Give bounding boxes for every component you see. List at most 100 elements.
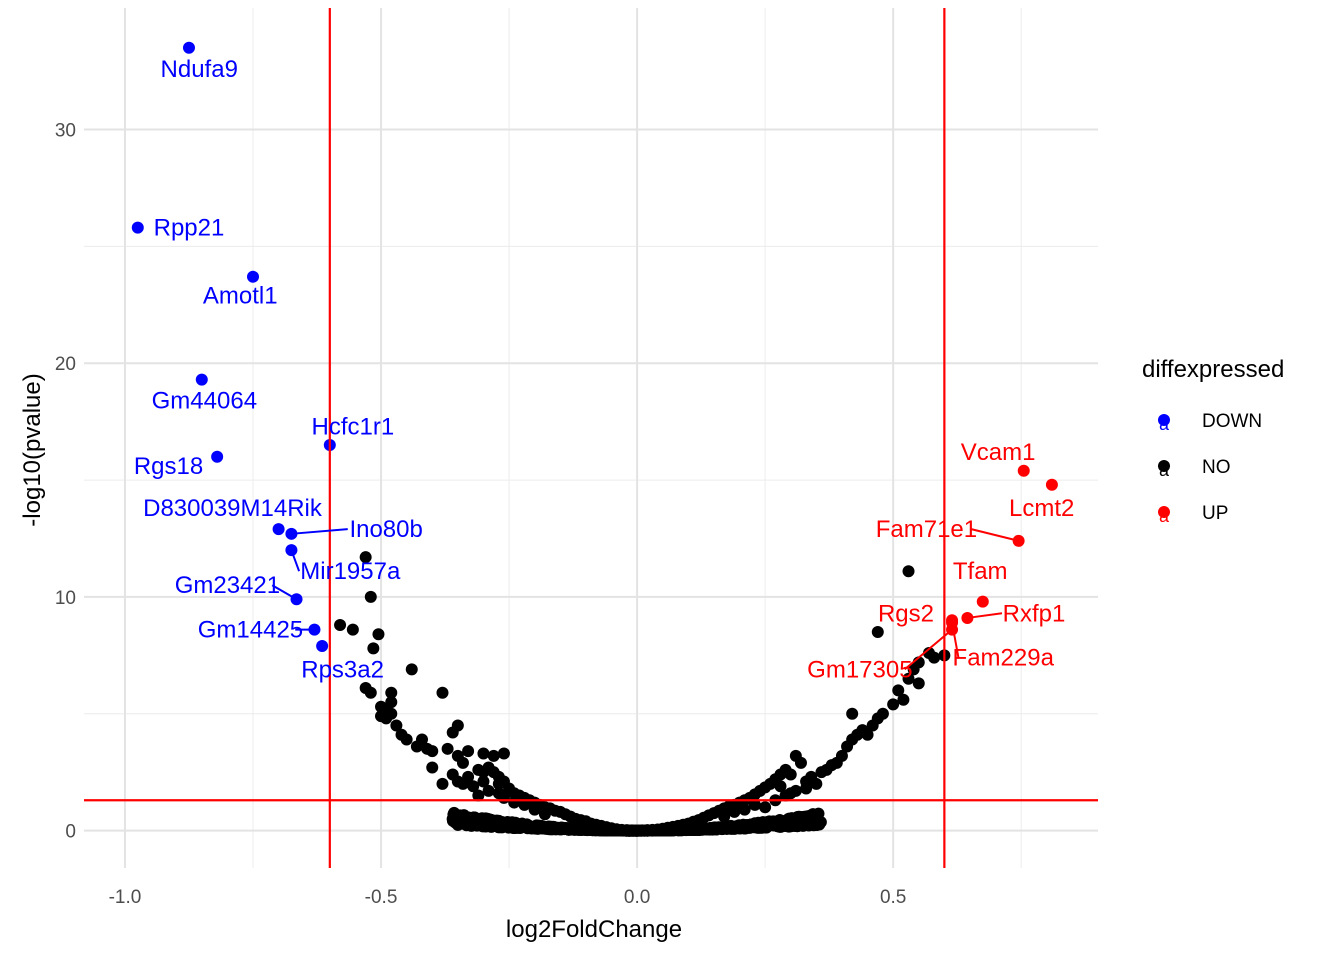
point-no	[364, 686, 377, 699]
point-no	[426, 745, 439, 758]
gene-label: Rxfp1	[1003, 600, 1066, 627]
label-connector	[904, 628, 953, 671]
y-axis-ticks: 0 10 20 30	[55, 121, 76, 843]
gene-label: Ndufa9	[161, 56, 238, 83]
grid	[84, 8, 1098, 868]
x-tick-label: 0.0	[624, 887, 650, 908]
point-no	[441, 742, 454, 755]
point-no	[416, 733, 428, 746]
point-no	[477, 775, 490, 788]
point-no	[800, 810, 813, 823]
gene-label: Gm44064	[152, 388, 257, 415]
label-connector	[951, 622, 960, 658]
x-tick-label: -0.5	[365, 887, 398, 908]
point-no	[774, 780, 787, 793]
point-no	[497, 747, 510, 760]
point-no	[359, 551, 372, 564]
point-no	[390, 719, 403, 732]
point-no	[426, 761, 439, 774]
point-no	[912, 677, 925, 690]
point-down	[316, 639, 329, 652]
point-up	[1017, 464, 1030, 477]
gene-label: Gm17305	[807, 656, 912, 683]
x-tick-label: 0.5	[880, 887, 906, 908]
point-no	[446, 768, 459, 781]
point-no	[871, 625, 884, 638]
x-tick-label: -1.0	[109, 887, 142, 908]
point-no	[472, 789, 485, 802]
gene-label: Lcmt2	[1009, 495, 1074, 522]
point-no	[467, 811, 480, 824]
point-no	[748, 798, 761, 811]
point-no	[372, 628, 385, 641]
point-no	[902, 672, 915, 685]
point-no	[754, 821, 767, 834]
gene-label: D830039M14Rik	[143, 495, 323, 522]
point-no	[334, 618, 347, 631]
point-no	[472, 763, 485, 776]
gene-label: Amotl1	[203, 282, 278, 309]
gene-label: Gm14425	[198, 617, 303, 644]
point-no	[436, 777, 449, 790]
legend-key-glyph: a	[1159, 460, 1170, 480]
point-no	[529, 820, 542, 833]
point-no	[727, 822, 740, 835]
point-no	[553, 823, 566, 836]
x-axis-title: log2FoldChange	[506, 916, 682, 943]
point-no	[462, 745, 475, 758]
legend-label: NO	[1202, 457, 1231, 478]
legend-key-glyph: a	[1159, 506, 1170, 526]
point-no	[436, 686, 449, 699]
point-no	[876, 707, 889, 720]
point-no	[759, 801, 772, 814]
y-tick-label: 30	[55, 121, 76, 142]
gene-label: Vcam1	[961, 439, 1036, 466]
x-axis-ticks: -1.0 -0.5 0.0 0.5	[109, 887, 907, 908]
point-no	[540, 821, 553, 834]
gene-label: Rpp21	[154, 215, 225, 242]
point-no	[718, 810, 731, 823]
point-no	[528, 803, 541, 816]
point-no	[835, 749, 848, 762]
point-no	[897, 693, 910, 706]
point-no	[346, 623, 359, 636]
point-down	[211, 450, 224, 463]
point-no	[477, 747, 490, 760]
y-tick-label: 0	[65, 822, 76, 843]
point-no	[712, 822, 725, 835]
point-no	[784, 787, 797, 800]
point-up	[976, 595, 989, 608]
gene-label: Tfam	[953, 558, 1008, 585]
point-down	[131, 221, 144, 234]
point-no	[497, 791, 510, 804]
label-connector	[967, 612, 1003, 619]
point-no	[509, 821, 522, 834]
point-no	[518, 798, 531, 811]
point-no	[810, 777, 823, 790]
point-down	[272, 523, 285, 536]
point-no	[923, 647, 935, 659]
label-connector	[271, 584, 298, 601]
legend-key-glyph: a	[1159, 414, 1170, 434]
point-down	[182, 41, 195, 54]
label-connector	[970, 528, 1019, 542]
y-tick-label: 20	[55, 354, 76, 375]
point-no	[811, 818, 824, 831]
point-no	[446, 726, 459, 739]
point-down	[247, 270, 259, 283]
point-no	[887, 698, 900, 711]
data-points	[131, 41, 1058, 837]
gene-label: Rgs18	[134, 453, 203, 480]
gene-label: Mir1957a	[300, 558, 401, 585]
legend-title: diffexpressed	[1142, 356, 1284, 383]
point-no	[375, 700, 388, 713]
point-no	[770, 815, 783, 828]
point-no	[861, 728, 874, 741]
point-no	[385, 686, 398, 699]
legend-label: DOWN	[1202, 411, 1262, 432]
point-no	[508, 796, 521, 809]
point-no	[479, 819, 492, 832]
point-no	[405, 663, 418, 676]
legend-key-dot	[1158, 506, 1170, 518]
